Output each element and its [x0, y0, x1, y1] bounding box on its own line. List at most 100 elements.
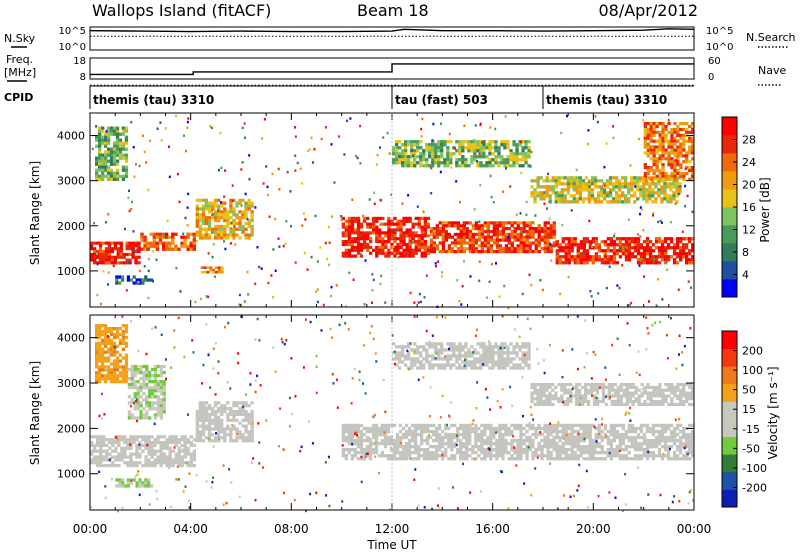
velocity-colorbar-tick-label: 50	[742, 384, 756, 397]
velocity-axes: 1000 2000 3000 4000	[57, 315, 695, 510]
nave-label: Nave	[758, 64, 786, 77]
velocity-band	[115, 478, 154, 488]
velocity-band	[127, 364, 166, 420]
power-colorbar-tick-label: 12	[742, 224, 756, 237]
nsearch-label: N.Search	[746, 31, 796, 44]
velocity-colorbar-swatch	[722, 419, 737, 437]
power-colorbar-swatch	[722, 153, 737, 172]
power-band	[95, 126, 129, 181]
velocity-band	[530, 383, 695, 406]
power-colorbar-swatch	[722, 171, 737, 190]
velocity-colorbar-swatch	[722, 436, 737, 455]
power-band	[643, 122, 695, 181]
velocity-colorbar-tick-label: -15	[742, 423, 760, 436]
power-colorbar-tick-label: 8	[742, 246, 749, 259]
cpid-label: CPID	[4, 91, 33, 104]
power-colorbar-swatch	[722, 207, 737, 226]
y-tick-label: 3000	[57, 175, 85, 188]
x-tick-label: 04:00	[173, 522, 208, 536]
power-colorbar-tick-label: 20	[742, 179, 756, 192]
power-colorbar-tick-label: 24	[742, 156, 756, 169]
cpid-segment-label: tau (fast) 503	[395, 93, 488, 107]
y-tick-label: 2000	[57, 422, 85, 435]
velocity-colorbar-swatch	[722, 454, 737, 473]
velocity-colorbar-swatch	[722, 401, 737, 420]
velocity-band	[341, 423, 695, 461]
power-colorbar-swatch	[722, 279, 737, 298]
velocity-colorbar-swatch	[722, 331, 737, 349]
nave-tick-bottom: 0	[708, 72, 714, 83]
power-colorbar-swatch	[722, 261, 737, 280]
velocity-colorbar-label: Velocity [m s⁻¹]	[766, 366, 780, 459]
cpid-segment-label: themis (tau) 3310	[546, 93, 667, 107]
y-tick-label: 3000	[57, 377, 85, 390]
noise-right-tick-bottom: 10^0	[706, 42, 733, 53]
noise-panel-frame	[89, 26, 695, 51]
nsky-line	[90, 28, 695, 33]
velocity-colorbar-tick-label: 100	[742, 364, 763, 377]
cpid-segments: themis (tau) 3310 tau (fast) 503 themis (t…	[89, 86, 667, 109]
freq-line	[90, 63, 694, 76]
power-speckle	[91, 114, 694, 310]
power-band	[115, 275, 154, 285]
date-label: 08/Apr/2012	[598, 1, 698, 20]
velocity-colorbar-tick-label: -100	[742, 462, 767, 475]
velocity-band	[90, 435, 196, 468]
frequency-series	[90, 63, 694, 86]
power-colorbar-tick-label: 16	[742, 201, 756, 214]
power-band	[392, 140, 531, 168]
power-band	[555, 237, 695, 265]
velocity-speckle	[90, 315, 695, 513]
power-colorbar-swatch	[722, 225, 737, 244]
x-tick-label: 16:00	[475, 522, 510, 536]
power-band	[195, 198, 254, 240]
power-colorbar-label: Power [dB]	[758, 177, 772, 242]
noise-right-tick-top: 10^5	[706, 26, 733, 37]
velocity-colorbar-frame	[721, 330, 738, 508]
freq-tick-bottom: 8	[80, 72, 86, 83]
plot-title: Wallops Island (fitACF)	[92, 1, 271, 20]
velocity-colorbar-swatch	[722, 366, 737, 385]
power-colorbar: 4 8 12 16 20 24 28	[721, 116, 756, 298]
x-tick-label: 00:00	[677, 522, 712, 536]
power-band	[429, 221, 556, 254]
velocity-heatmap	[90, 315, 695, 513]
noise-left-tick-bottom: 10^0	[59, 42, 86, 53]
time-axis-ticks: 00:00 04:00 08:00 12:00 16:00 20:00 00:00	[73, 522, 712, 536]
nsky-label: N.Sky	[4, 32, 36, 45]
y-tick-label: 1000	[57, 265, 85, 278]
x-tick-label: 00:00	[73, 522, 108, 536]
frequency-panel-frame	[89, 57, 695, 80]
velocity-colorbar-tick-label: -200	[742, 481, 767, 494]
velocity-band	[95, 324, 129, 384]
power-heatmap	[90, 114, 695, 310]
velocity-colorbar-swatch	[722, 348, 737, 367]
power-colorbar-tick-label: 4	[742, 269, 749, 282]
power-band	[530, 176, 682, 204]
velocity-colorbar-swatch	[722, 383, 737, 402]
y-tick-label: 4000	[57, 332, 85, 345]
velocity-ylabel: Slant Range [km]	[28, 361, 42, 465]
nave-tick-top: 60	[708, 56, 721, 67]
noise-left-tick-top: 10^5	[59, 26, 86, 37]
power-band	[140, 232, 196, 251]
y-tick-label: 4000	[57, 130, 85, 143]
freq-unit: [MHz]	[4, 66, 36, 79]
power-colorbar-swatch	[722, 189, 737, 208]
freq-label: Freq.	[6, 53, 33, 66]
beam-label: Beam 18	[357, 1, 429, 20]
velocity-colorbar-tick-label: -50	[742, 442, 760, 455]
velocity-colorbar-tick-label: 200	[742, 345, 763, 358]
velocity-colorbar-swatch	[722, 489, 737, 508]
power-colorbar-tick-label: 28	[742, 134, 756, 147]
y-tick-label: 1000	[57, 468, 85, 481]
x-tick-label: 08:00	[274, 522, 309, 536]
velocity-colorbar-swatch	[722, 471, 737, 490]
noise-series	[90, 28, 695, 37]
x-tick-label: 12:00	[375, 522, 410, 536]
power-ylabel: Slant Range [km]	[28, 161, 42, 265]
power-band	[341, 216, 430, 258]
x-tick-label: 20:00	[576, 522, 611, 536]
power-axes: 1000 2000 3000 4000	[57, 113, 695, 307]
